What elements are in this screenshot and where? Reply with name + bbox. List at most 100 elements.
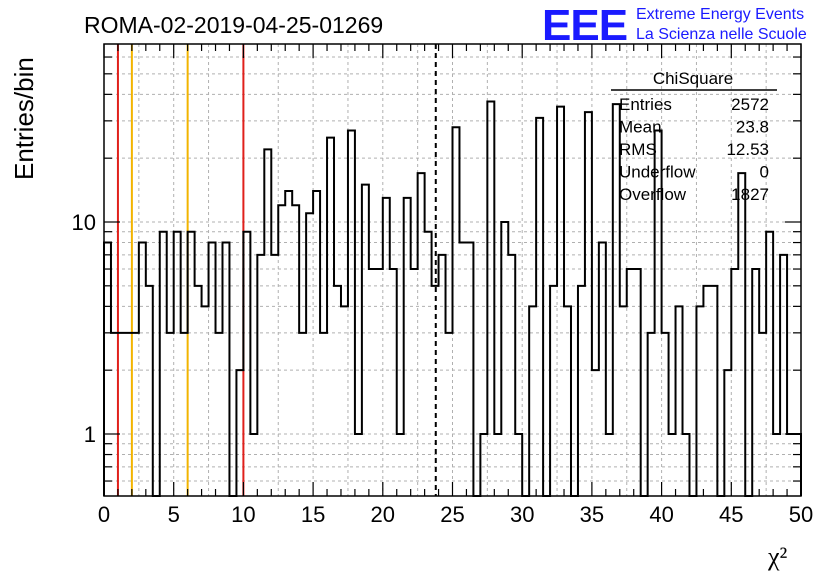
histogram-bin: [453, 127, 460, 496]
x-tick-label: 25: [440, 502, 464, 527]
stats-label: Overflow: [619, 185, 687, 204]
histogram-bin: [320, 333, 327, 496]
run-title: ROMA-02-2019-04-25-01269: [84, 12, 383, 38]
histogram-bin: [550, 286, 557, 496]
stats-value: 0: [760, 163, 769, 182]
x-tick-label: 50: [789, 502, 813, 527]
histogram-bin: [327, 138, 334, 496]
histogram-bin: [676, 306, 683, 496]
histogram-bin: [104, 243, 111, 496]
stats-value: 23.8: [736, 118, 769, 137]
histogram-bin: [648, 333, 655, 496]
histogram-bin: [146, 286, 153, 496]
histogram-bin: [202, 306, 209, 496]
histogram-bin: [620, 306, 627, 496]
stats-label: Mean: [619, 118, 662, 137]
histogram-bin: [564, 306, 571, 496]
histogram-bin: [334, 286, 341, 496]
histogram-bin: [459, 243, 466, 496]
histogram-bin: [167, 333, 174, 496]
histogram-bin: [285, 191, 292, 496]
histogram-bin: [411, 269, 418, 496]
stats-box: ChiSquare Entries 2572 Mean 23.8 RMS 12.53 Und…: [611, 69, 777, 204]
histogram-bin: [634, 269, 641, 496]
histogram-bin: [195, 286, 202, 496]
x-tick-label: 45: [719, 502, 743, 527]
x-tick-label: 35: [580, 502, 604, 527]
eee-logo: EEE: [542, 1, 627, 50]
histogram-bin: [292, 205, 299, 496]
histogram-bin: [243, 232, 250, 496]
histogram-bin: [160, 232, 167, 496]
histogram-bin: [222, 243, 229, 496]
histogram-bin: [780, 255, 787, 496]
stats-title: ChiSquare: [653, 69, 733, 88]
histogram-bin: [627, 269, 634, 496]
histogram-bin: [536, 118, 543, 496]
stats-value: 2572: [731, 95, 769, 114]
histogram-series: [103, 100, 802, 497]
x-tick-label: 40: [649, 502, 673, 527]
histogram-bin: [731, 269, 738, 496]
histogram-bin: [662, 333, 669, 496]
histogram-bin: [390, 269, 397, 496]
plot-area: 0 5 10 15 20 25 30 35 40 45 50 1 10: [72, 43, 813, 527]
histogram-bin: [278, 205, 285, 496]
y-tick-label: 1: [84, 422, 96, 447]
histogram-bin: [696, 306, 703, 496]
y-tick-label: 10: [72, 210, 96, 235]
histogram-bin: [271, 255, 278, 496]
stats-value: 1827: [731, 185, 769, 204]
x-tick-label: 30: [510, 502, 534, 527]
stats-label: RMS: [619, 140, 657, 159]
histogram-bin: [216, 333, 223, 496]
histogram-bin: [132, 333, 139, 496]
histogram-bin: [376, 269, 383, 496]
x-tick-label: 0: [98, 502, 110, 527]
histogram-bin: [236, 370, 243, 496]
org-line-1: Extreme Energy Events: [636, 6, 804, 23]
x-tick-label: 20: [371, 502, 395, 527]
x-tick-label: 5: [168, 502, 180, 527]
histogram-bin: [466, 243, 473, 496]
histogram-bin: [341, 306, 348, 496]
histogram-bin: [508, 255, 515, 496]
histogram-bin: [425, 232, 432, 496]
histogram-bin: [592, 370, 599, 496]
histogram-bin: [174, 232, 181, 496]
histogram-bin: [209, 243, 216, 496]
histogram-bin: [299, 333, 306, 496]
org-line-2: La Scienza nelle Scuole: [636, 26, 807, 43]
histogram-bin: [257, 255, 264, 496]
histogram-bin: [369, 269, 376, 496]
histogram-bin: [599, 243, 606, 496]
histogram-bin: [348, 131, 355, 496]
histogram-bin: [710, 286, 717, 496]
histogram-bin: [188, 232, 195, 496]
x-tick-label: 15: [301, 502, 325, 527]
histogram-bin: [181, 333, 188, 496]
stats-label: Underflow: [619, 163, 696, 182]
histogram-bin: [439, 255, 446, 496]
histogram-bin: [139, 243, 146, 496]
stats-label: Entries: [619, 95, 672, 114]
histogram-bin: [766, 232, 773, 496]
histogram-bin: [125, 333, 132, 496]
histogram-bin: [487, 102, 494, 496]
histogram-bin: [557, 107, 564, 496]
x-tick-label: 10: [231, 502, 255, 527]
histogram-bin: [306, 213, 313, 496]
histogram-bin: [752, 269, 759, 496]
y-axis-label: Entries/bin: [9, 57, 39, 180]
histogram-bin: [111, 333, 118, 496]
histogram-bin: [578, 286, 585, 496]
x-axis-label: χ²: [767, 542, 788, 571]
histogram-bin: [118, 333, 125, 496]
histogram-bin: [703, 286, 710, 496]
histogram-bin: [759, 333, 766, 496]
histogram-bin: [585, 112, 592, 496]
histogram-bin: [313, 191, 320, 496]
stats-value: 12.53: [726, 140, 769, 159]
histogram-bin: [446, 333, 453, 496]
